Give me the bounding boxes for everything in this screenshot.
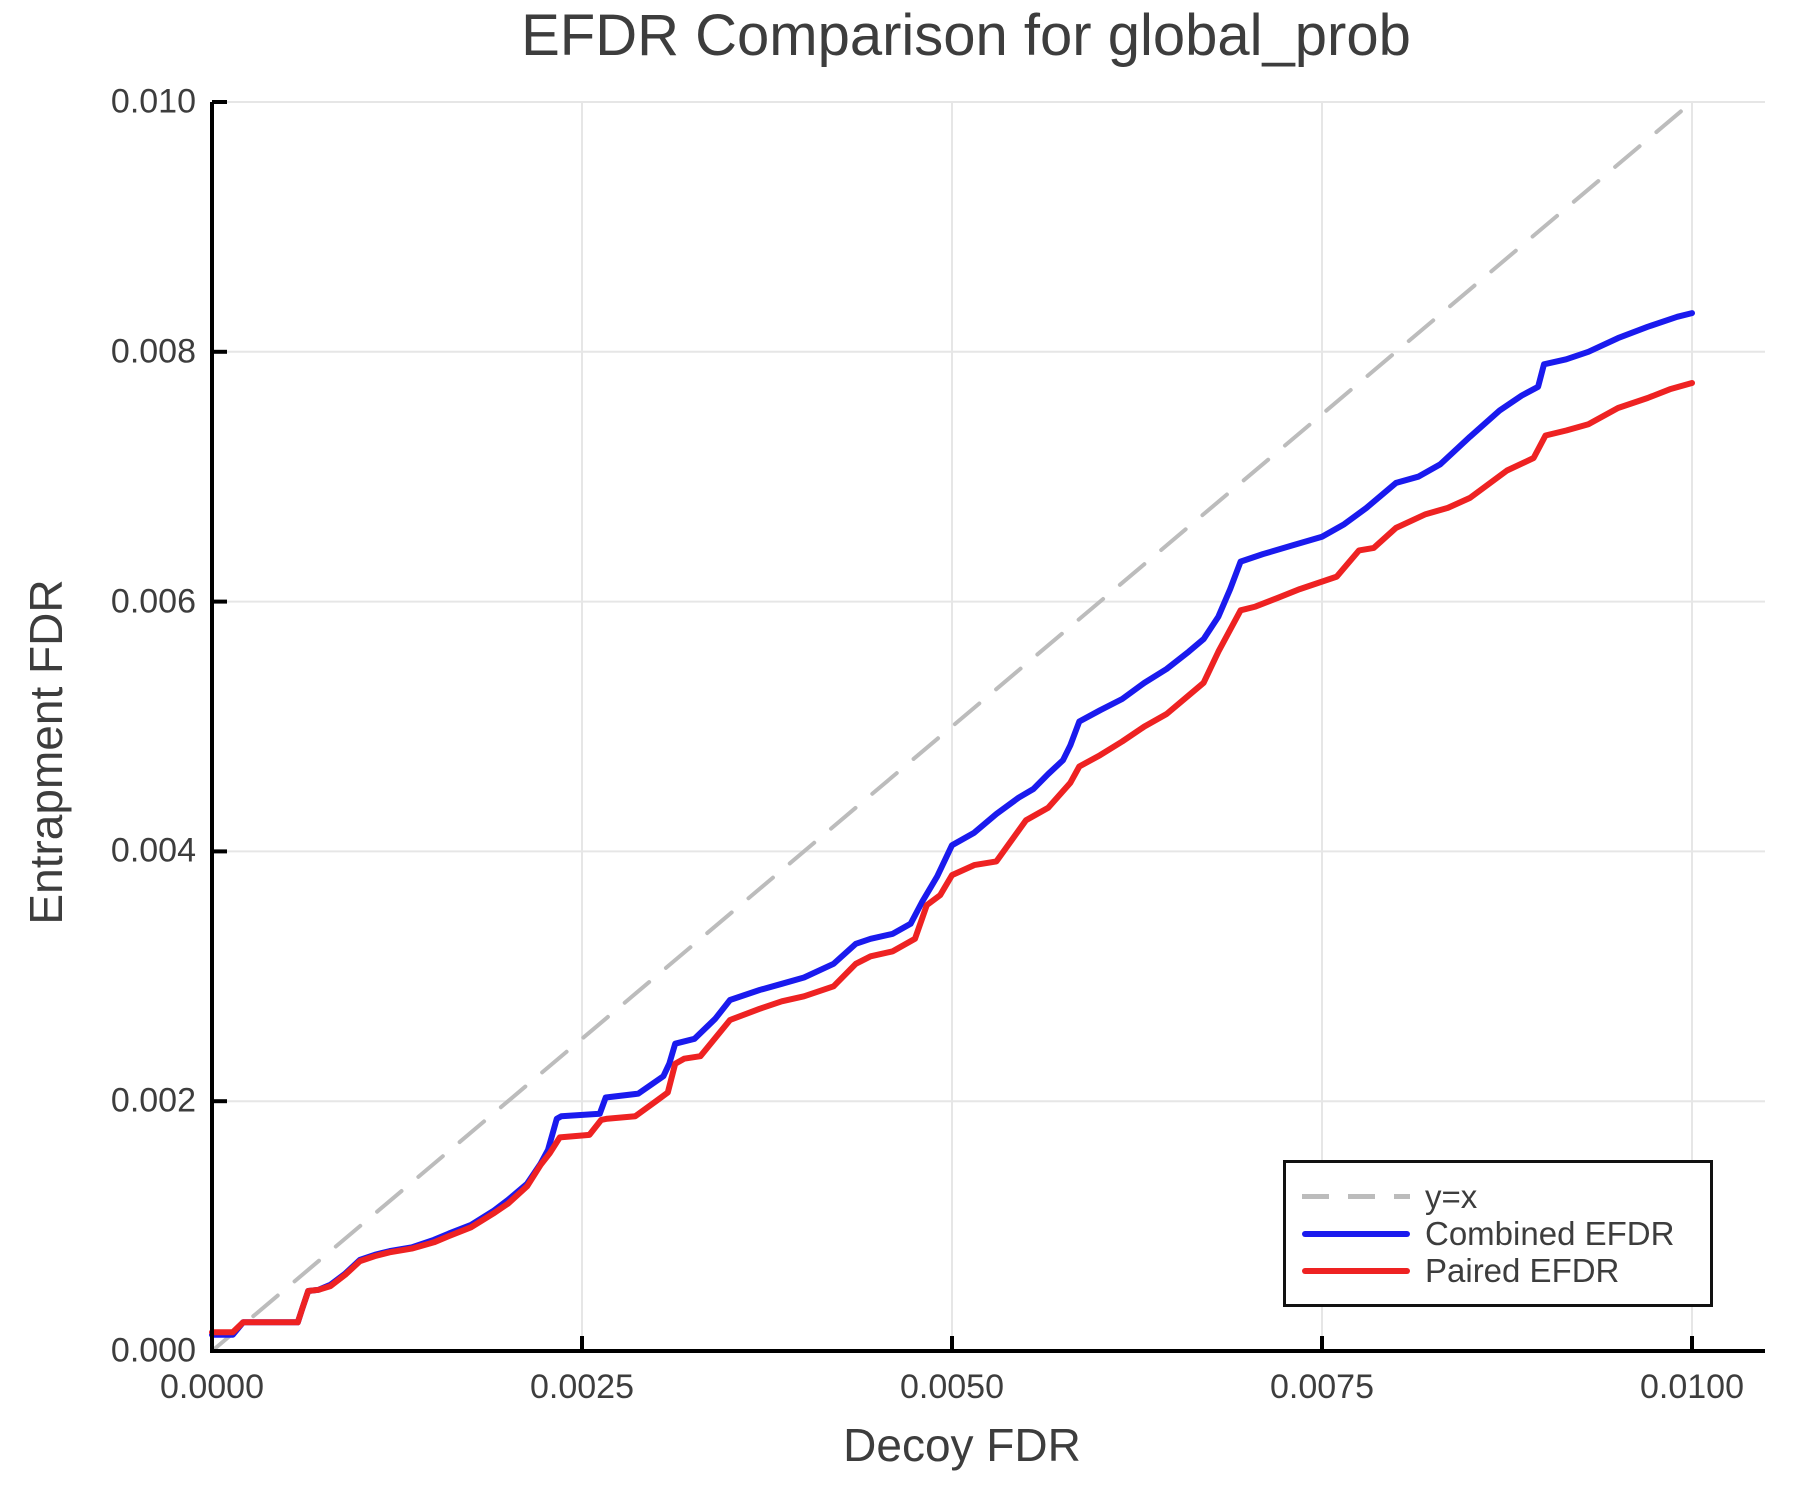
identity-line-sample-icon — [1302, 1194, 1410, 1199]
x-tick-label: 0.0050 — [900, 1368, 1004, 1406]
y-tick-label: 0.000 — [110, 1331, 196, 1370]
x-tick-label: 0.0000 — [160, 1368, 264, 1406]
legend-label-combined-efdr: Combined EFDR — [1425, 1214, 1675, 1252]
y-tick-label: 0.008 — [110, 332, 196, 371]
x-tick-label: 0.0025 — [530, 1368, 634, 1406]
x-axis-label: Decoy FDR — [843, 1419, 1081, 1471]
paired-efdr-line-sample-icon — [1302, 1267, 1410, 1274]
legend: y=x Combined EFDR Paired EFDR — [1283, 1160, 1713, 1307]
y-tick-label: 0.002 — [110, 1081, 196, 1120]
legend-label-identity: y=x — [1425, 1177, 1478, 1215]
y-axis-label: Entrapment FDR — [20, 579, 72, 925]
y-x-line — [210, 100, 1694, 1353]
legend-item-identity: y=x — [1286, 1178, 1710, 1215]
y-tick-label: 0.004 — [110, 831, 196, 870]
x-tick-label: 0.0100 — [1640, 1368, 1744, 1406]
y-tick-label: 0.006 — [110, 582, 196, 621]
paired-efdr-line — [209, 380, 1695, 1336]
combined-efdr-line-sample-icon — [1302, 1230, 1410, 1237]
legend-label-paired-efdr: Paired EFDR — [1425, 1251, 1620, 1289]
x-tick-label: 0.0075 — [1270, 1368, 1374, 1406]
legend-item-paired-efdr: Paired EFDR — [1286, 1252, 1710, 1289]
chart-title: EFDR Comparison for global_prob — [521, 3, 1411, 68]
legend-item-combined-efdr: Combined EFDR — [1286, 1215, 1710, 1252]
y-tick-label: 0.010 — [110, 82, 196, 121]
